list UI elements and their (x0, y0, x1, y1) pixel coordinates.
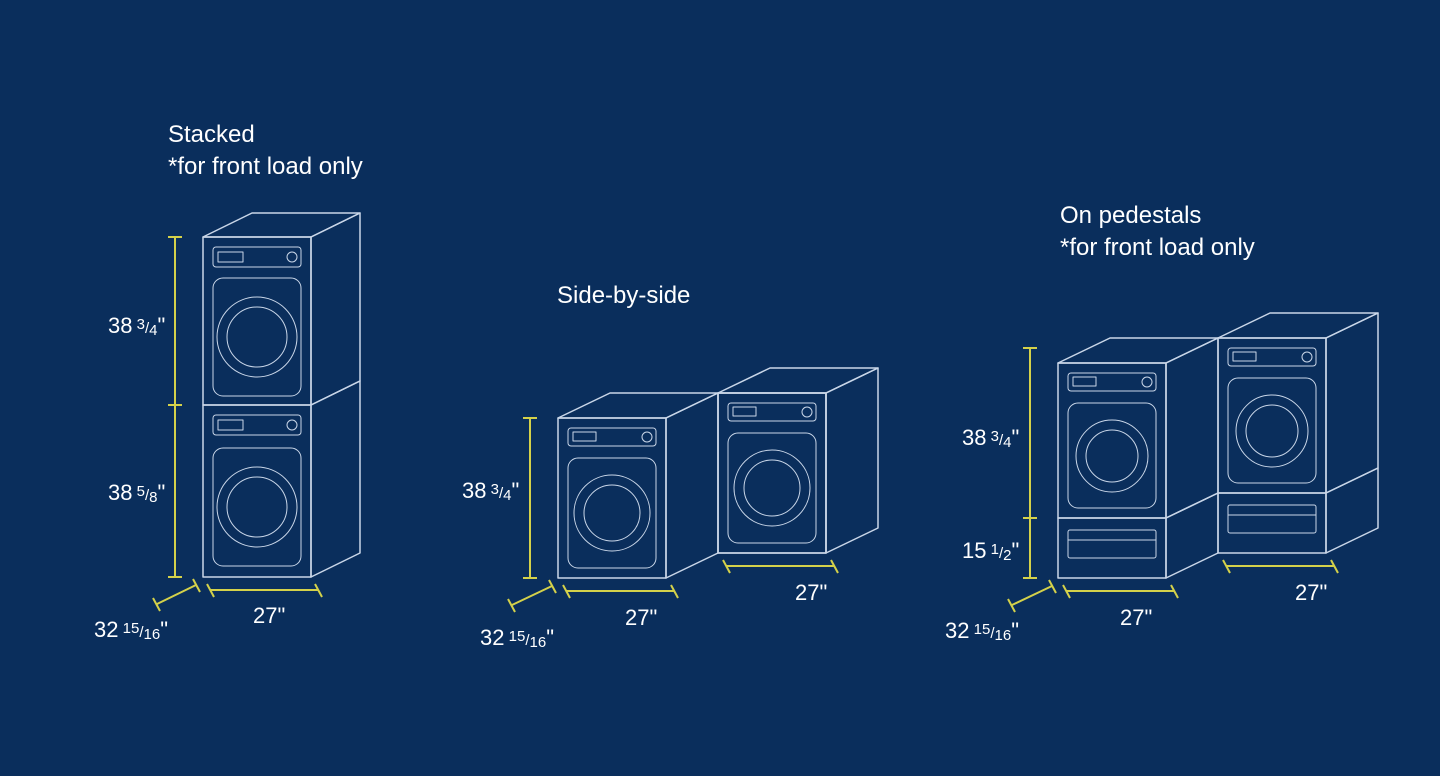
pedestals-diagram (0, 0, 1440, 776)
pedestals-width-left: 27" (1120, 605, 1152, 631)
pedestals-depth: 32 15/16" (945, 618, 1019, 644)
pedestals-width-right: 27" (1295, 580, 1327, 606)
pedestals-height-pedestal: 15 1/2" (962, 538, 1019, 564)
pedestals-height-unit: 38 3/4" (962, 425, 1019, 451)
